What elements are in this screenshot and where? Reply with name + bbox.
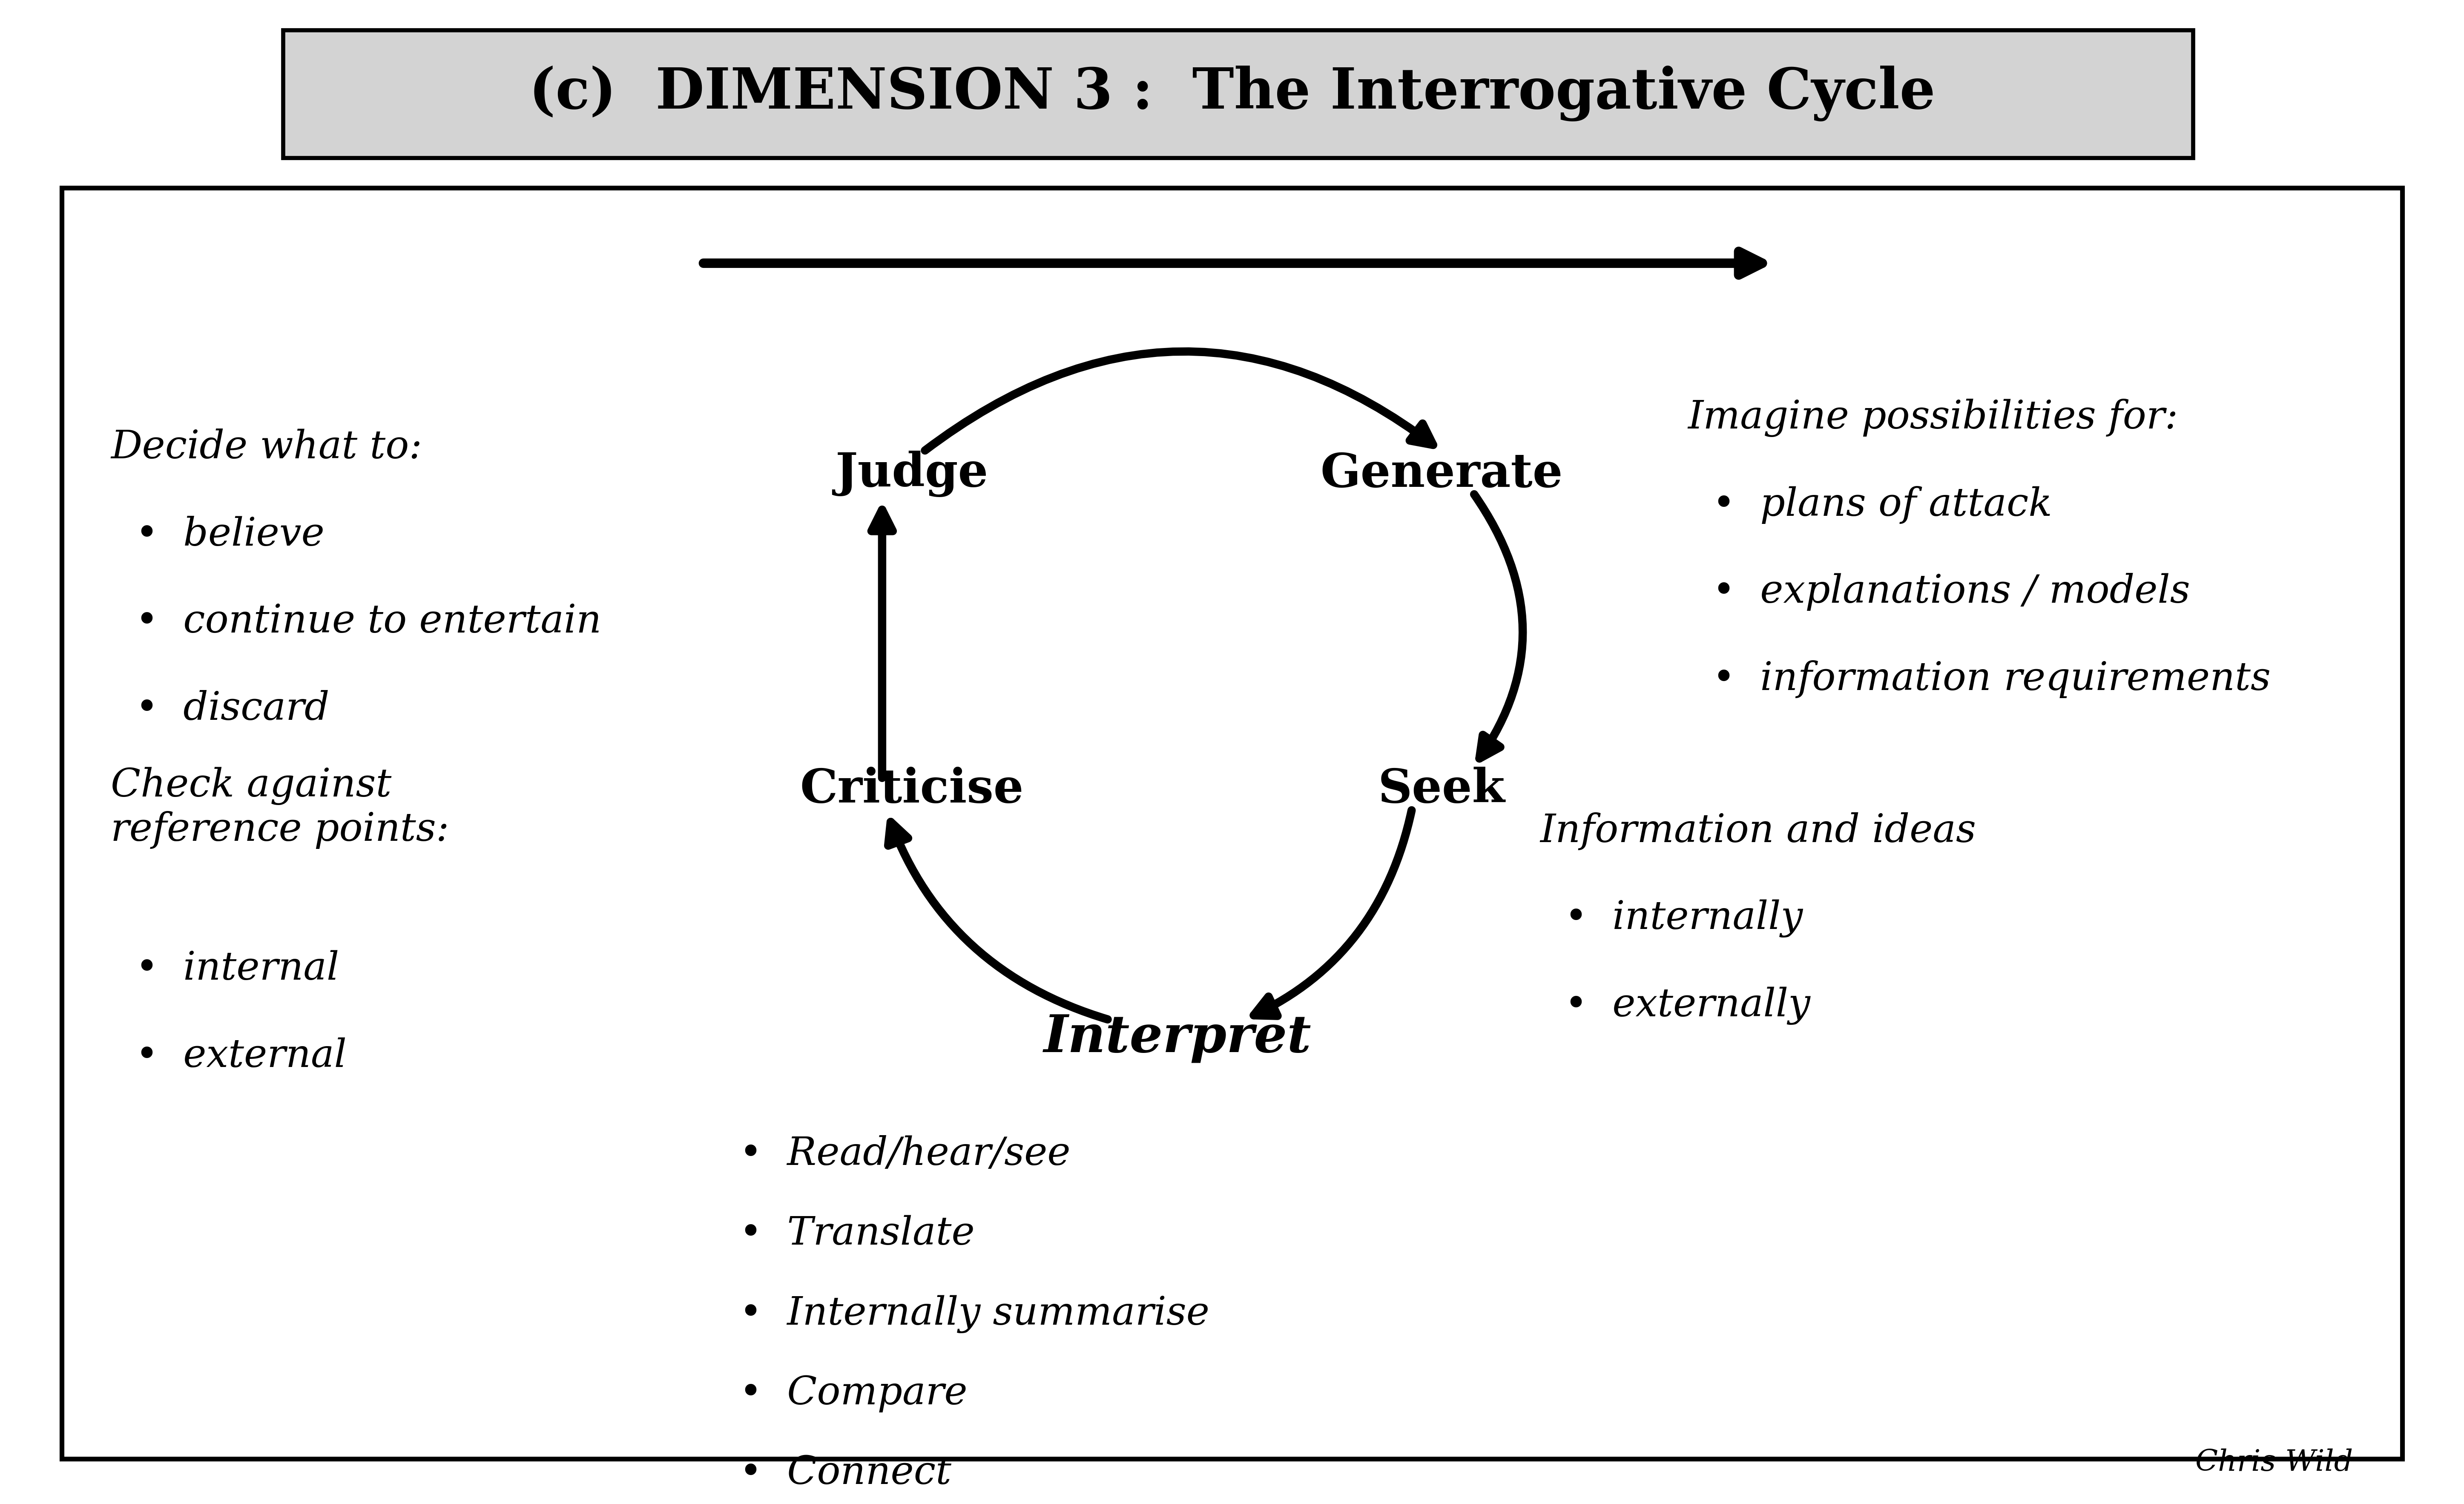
- Text: •  internal: • internal: [136, 951, 340, 988]
- Text: Decide what to:: Decide what to:: [111, 429, 421, 466]
- Text: •  discard: • discard: [136, 690, 330, 728]
- Text: •  internally: • internally: [1565, 899, 1804, 937]
- Text: •  Internally summarise: • Internally summarise: [739, 1295, 1210, 1333]
- Text: •  believe: • believe: [136, 516, 325, 553]
- Text: Imagine possibilities for:: Imagine possibilities for:: [1688, 399, 2178, 436]
- FancyBboxPatch shape: [62, 188, 2402, 1459]
- Text: Check against
reference points:: Check against reference points:: [111, 767, 448, 848]
- Text: •  externally: • externally: [1565, 987, 1811, 1024]
- Text: •  Compare: • Compare: [739, 1375, 968, 1412]
- Text: •  external: • external: [136, 1038, 347, 1075]
- Text: Information and ideas: Information and ideas: [1540, 812, 1976, 850]
- Text: Judge: Judge: [835, 451, 988, 496]
- Text: Generate: Generate: [1321, 451, 1562, 496]
- Text: •  continue to entertain: • continue to entertain: [136, 603, 601, 641]
- Text: •  Translate: • Translate: [739, 1215, 976, 1253]
- Text: Interpret: Interpret: [1045, 1012, 1311, 1063]
- Text: •  explanations / models: • explanations / models: [1712, 573, 2190, 611]
- Text: Chris Wild: Chris Wild: [2195, 1448, 2353, 1477]
- Text: •  plans of attack: • plans of attack: [1712, 486, 2053, 523]
- Text: •  Read/hear/see: • Read/hear/see: [739, 1136, 1069, 1173]
- FancyBboxPatch shape: [283, 30, 2193, 158]
- Text: (c)  DIMENSION 3 :  The Interrogative Cycle: (c) DIMENSION 3 : The Interrogative Cycl…: [530, 65, 1934, 122]
- Text: Seek: Seek: [1377, 767, 1506, 812]
- Text: •  Connect: • Connect: [739, 1454, 951, 1492]
- Text: Criticise: Criticise: [801, 767, 1023, 812]
- Text: •  information requirements: • information requirements: [1712, 660, 2272, 698]
